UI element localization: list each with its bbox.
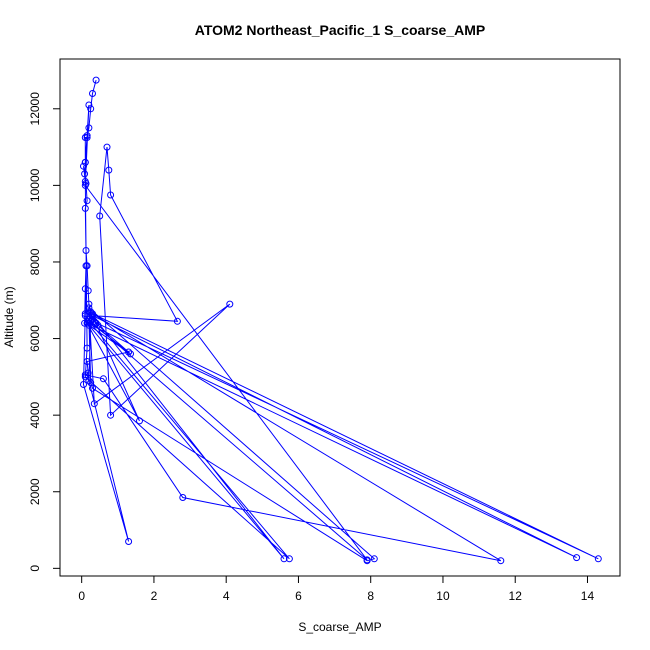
y-tick-label: 12000 xyxy=(28,92,42,126)
data-point xyxy=(82,262,90,270)
data-point xyxy=(81,319,89,327)
data-point xyxy=(81,158,89,166)
x-tick-label: 14 xyxy=(581,589,595,603)
data-point xyxy=(85,304,93,312)
data-point xyxy=(82,247,90,254)
data-point xyxy=(85,101,93,109)
data-point xyxy=(94,321,102,329)
data-point xyxy=(83,197,91,205)
data-point xyxy=(573,554,581,562)
data-point xyxy=(85,308,93,316)
data-point xyxy=(92,76,100,84)
data-point xyxy=(81,310,89,318)
data-point xyxy=(85,300,93,308)
data-point xyxy=(81,285,89,293)
data-point xyxy=(127,350,134,358)
data-point xyxy=(370,555,378,563)
data-point xyxy=(89,310,96,318)
data-point xyxy=(83,132,91,140)
y-tick-label: 6000 xyxy=(28,325,42,352)
data-point xyxy=(363,556,371,564)
data-point xyxy=(81,134,89,141)
data-point xyxy=(80,162,87,170)
data-point xyxy=(103,143,111,151)
x-tick-label: 0 xyxy=(78,589,85,603)
data-point xyxy=(105,166,113,174)
data-point xyxy=(85,377,93,385)
data-point xyxy=(85,321,93,329)
y-tick-label: 2000 xyxy=(28,478,42,505)
x-axis: 0 2 4 6 8 10 12 14 xyxy=(78,575,595,603)
x-tick-label: 2 xyxy=(151,589,158,603)
data-point xyxy=(81,181,89,189)
data-point xyxy=(594,555,602,563)
data-point xyxy=(83,344,91,352)
chart-title: ATOM2 Northeast_Pacific_1 S_coarse_AMP xyxy=(195,22,486,38)
data-point xyxy=(497,557,505,565)
y-tick-label: 8000 xyxy=(28,248,42,275)
x-tick-label: 10 xyxy=(436,589,450,603)
data-point xyxy=(85,124,93,132)
y-axis: 0 2000 4000 6000 8000 10000 12000 xyxy=(28,92,61,572)
data-point xyxy=(136,417,143,425)
y-tick-label: 4000 xyxy=(28,401,42,428)
data-point xyxy=(83,319,91,327)
data-point xyxy=(81,371,89,379)
plot-frame xyxy=(59,58,621,577)
x-tick-label: 4 xyxy=(223,589,230,603)
data-point xyxy=(96,212,104,220)
x-tick-label: 8 xyxy=(367,589,374,603)
data-point xyxy=(81,170,89,178)
data-point xyxy=(80,381,87,388)
data-point xyxy=(89,90,96,97)
data-point xyxy=(81,312,89,320)
data-point xyxy=(125,348,133,356)
data-point xyxy=(99,375,107,383)
data-point xyxy=(81,373,89,381)
y-axis-label: Altitude (m) xyxy=(2,286,16,347)
x-tick-label: 6 xyxy=(295,589,302,603)
data-point xyxy=(285,555,293,563)
data-point xyxy=(173,317,181,325)
y-tick-label: 0 xyxy=(28,565,42,572)
data-point xyxy=(87,317,95,325)
data-point xyxy=(280,555,288,563)
data-point xyxy=(107,191,115,199)
data-point xyxy=(107,411,115,419)
series-line xyxy=(82,79,599,562)
data-point xyxy=(81,204,89,212)
data-point xyxy=(89,384,96,392)
data-point xyxy=(179,494,187,501)
data-point xyxy=(81,178,89,185)
y-tick-label: 10000 xyxy=(28,168,42,202)
x-tick-label: 12 xyxy=(509,589,523,603)
x-axis-label: S_coarse_AMP xyxy=(298,620,381,634)
plot-area xyxy=(80,76,602,565)
data-point xyxy=(83,358,91,365)
data-point xyxy=(87,105,95,113)
data-point xyxy=(90,400,98,408)
data-point xyxy=(226,300,234,308)
data-point xyxy=(125,538,133,545)
